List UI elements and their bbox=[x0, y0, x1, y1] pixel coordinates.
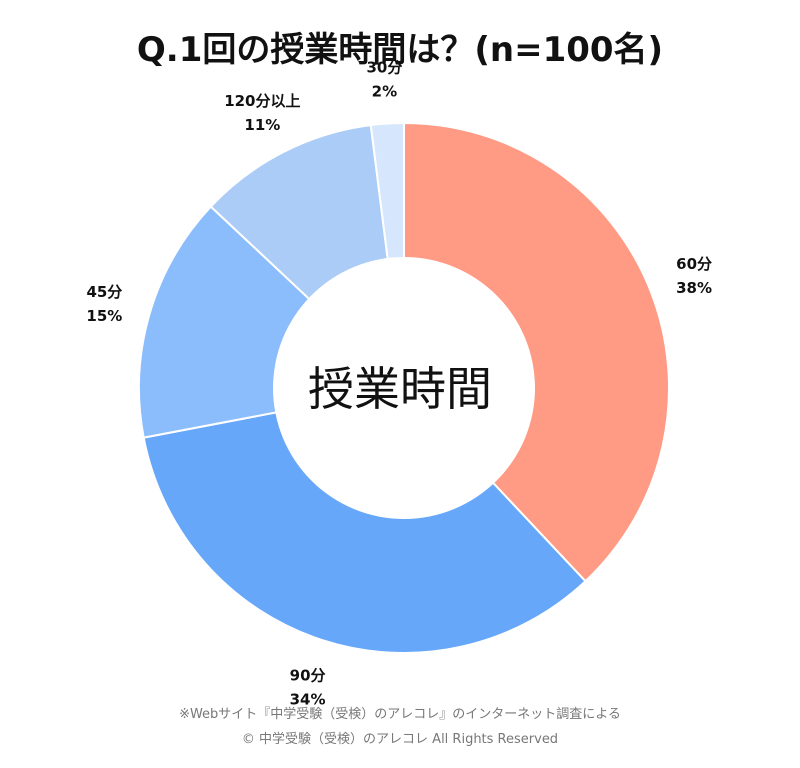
slice-label-value-1: 34% bbox=[290, 691, 326, 709]
slice-label-name-2: 45分 bbox=[86, 283, 122, 301]
footer-note: ※Webサイト『中学受験（受検）のアレコレ』のインターネット調査による bbox=[179, 707, 621, 722]
chart-title: Q.1回の授業時間は？(n=100名) bbox=[136, 30, 664, 70]
slice-label-name-1: 90分 bbox=[290, 667, 326, 685]
slice-0 bbox=[403, 121, 670, 583]
slice-label-value-4: 2% bbox=[372, 83, 397, 101]
slice-label-name-4: 30分 bbox=[366, 59, 402, 77]
slice-label-name-3: 120分以上 bbox=[224, 92, 300, 110]
slice-1 bbox=[142, 386, 587, 654]
slice-label-name-0: 60分 bbox=[676, 255, 712, 273]
slice-label-value-3: 11% bbox=[244, 116, 280, 134]
slice-label-value-2: 15% bbox=[86, 307, 122, 325]
slice-label-value-0: 38% bbox=[676, 279, 712, 297]
center-label: 授業時間 bbox=[308, 362, 492, 416]
footer-copyright: © 中学受験（受検）のアレコレ All Rights Reserved bbox=[241, 732, 559, 747]
donut-hole bbox=[273, 257, 535, 519]
